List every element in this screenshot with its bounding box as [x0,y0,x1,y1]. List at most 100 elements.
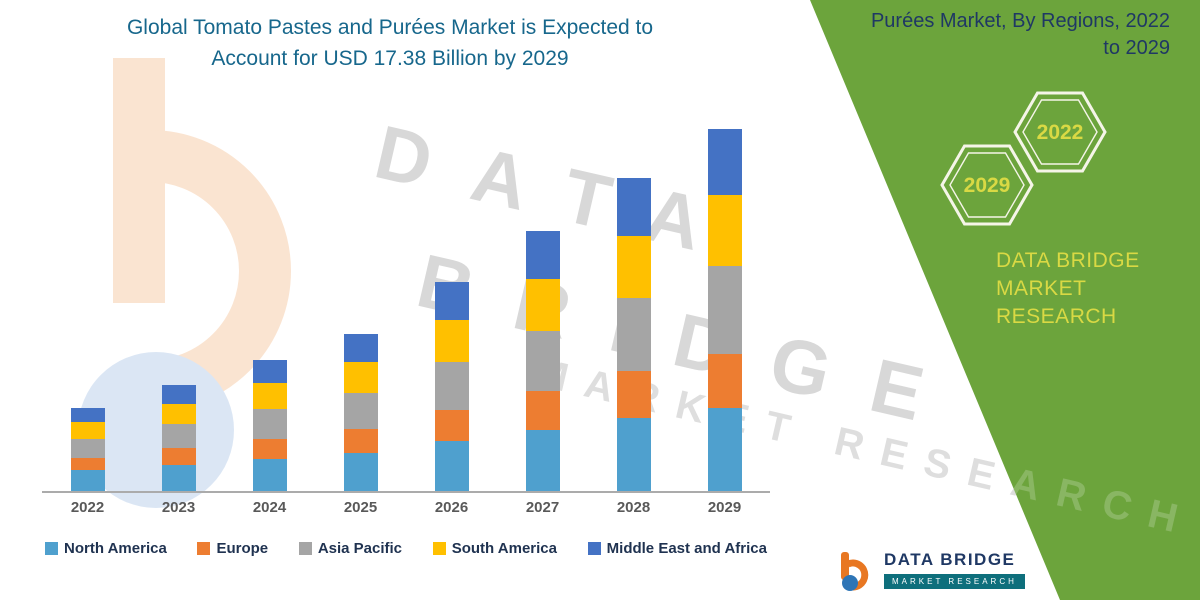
segment-north-america [343,452,378,491]
segment-asia-pacific [252,408,287,439]
segment-asia-pacific [343,393,378,429]
segment-europe [707,353,742,408]
footer-logo-name: DATA BRIDGE [884,550,1016,569]
segment-south-america [434,320,469,362]
bar-2024 [252,359,287,491]
segment-south-america [70,422,105,439]
segment-middle-east-and-africa [525,230,560,279]
bar-2029 [707,128,742,491]
panel-heading: Purées Market, By Regions, 2022 to 2029 [871,8,1170,62]
bar-2027 [525,230,560,491]
bar-column-2028 [588,118,679,491]
bar-2028 [616,177,651,491]
brand-line1: DATA BRIDGE MARKET [996,249,1140,300]
x-tick-2023: 2023 [161,499,196,516]
legend-swatch [432,542,446,555]
hexagon-year-2029: 2029 [964,174,1011,197]
segment-europe [434,409,469,441]
brand-line2: RESEARCH [996,305,1117,328]
x-tick-2024: 2024 [252,499,287,516]
brand-name-text: DATA BRIDGE MARKET RESEARCH [996,247,1200,331]
x-tick-2022: 2022 [70,499,105,516]
segment-asia-pacific [161,424,196,449]
segment-north-america [707,407,742,491]
bar-2022 [70,407,105,491]
segment-asia-pacific [707,266,742,354]
legend-item: South America [432,540,557,557]
segment-north-america [616,418,651,491]
panel-heading-line2: to 2029 [1103,37,1170,59]
x-axis-labels: 2022 2023 2024 2025 2026 2027 2028 2029 [42,499,770,516]
page-title-line2: Account for USD 17.38 Billion by 2029 [211,47,569,70]
x-tick-2026: 2026 [434,499,469,516]
footer-logo: DATA BRIDGE MARKET RESEARCH [838,550,1025,594]
segment-north-america [252,458,287,491]
segment-middle-east-and-africa [252,359,287,383]
segment-middle-east-and-africa [70,407,105,423]
segment-south-america [161,403,196,425]
segment-north-america [525,429,560,491]
segment-asia-pacific [525,330,560,391]
hexagons-graphic: 2029 2022 [940,91,1107,226]
panel-heading-line1: Purées Market, By Regions, 2022 [870,10,1170,32]
legend-item: Asia Pacific [298,540,403,557]
legend-label: South America [451,540,557,557]
bar-column-2027 [497,118,588,491]
plot-area [42,118,770,493]
segment-south-america [343,361,378,394]
hexagon-2029-inner-outline [949,152,1025,218]
segment-europe [161,448,196,465]
segment-north-america [434,441,469,491]
segment-europe [252,438,287,459]
bar-column-2024 [224,118,315,491]
bar-column-2022 [42,118,133,491]
segment-middle-east-and-africa [434,281,469,321]
hexagon-2029-outline [940,144,1034,226]
segment-middle-east-and-africa [616,177,651,236]
legend-item: North America [45,540,167,557]
hexagon-2022-inner-outline [1022,99,1098,165]
segment-europe [525,391,560,430]
segment-south-america [707,195,742,267]
segment-asia-pacific [70,438,105,458]
legend-swatch [298,542,312,555]
x-tick-2027: 2027 [525,499,560,516]
stacked-bar-chart: 2022 2023 2024 2025 2026 2027 2028 2029 [42,118,770,516]
x-tick-2025: 2025 [343,499,378,516]
legend-item: Europe [197,540,268,557]
bar-2025 [343,333,378,491]
hexagon-year-2022: 2022 [1037,121,1084,144]
legend-label: Asia Pacific [317,540,403,557]
segment-south-america [525,278,560,331]
x-tick-2029: 2029 [707,499,742,516]
footer-logo-tagline: MARKET RESEARCH [884,574,1025,589]
hexagon-2022-outline [1013,91,1107,173]
segment-asia-pacific [616,298,651,372]
page-title: Global Tomato Pastes and Purées Market i… [60,12,720,74]
bar-column-2029 [679,118,770,491]
year-hexagons: 2029 2022 [925,85,1155,250]
legend-swatch [197,542,211,555]
x-tick-2028: 2028 [616,499,651,516]
bar-column-2023 [133,118,224,491]
legend-label: Europe [216,540,269,557]
segment-europe [70,457,105,471]
segment-north-america [161,465,196,491]
legend-label: North America [64,540,167,557]
bar-2023 [161,384,196,491]
segment-south-america [616,235,651,299]
segment-middle-east-and-africa [707,128,742,196]
bar-column-2025 [315,118,406,491]
segment-europe [616,371,651,419]
chart-legend: North America Europe Asia Pacific South Ame… [45,540,767,557]
bar-column-2026 [406,118,497,491]
footer-logo-text: DATA BRIDGE MARKET RESEARCH [884,550,1025,589]
legend-swatch [45,542,58,555]
segment-south-america [252,382,287,409]
page-title-line1: Global Tomato Pastes and Purées Market i… [126,16,654,39]
segment-asia-pacific [434,361,469,410]
data-bridge-logo-icon [841,552,869,591]
segment-europe [343,428,378,453]
legend-label: Middle East and Africa [606,540,767,557]
